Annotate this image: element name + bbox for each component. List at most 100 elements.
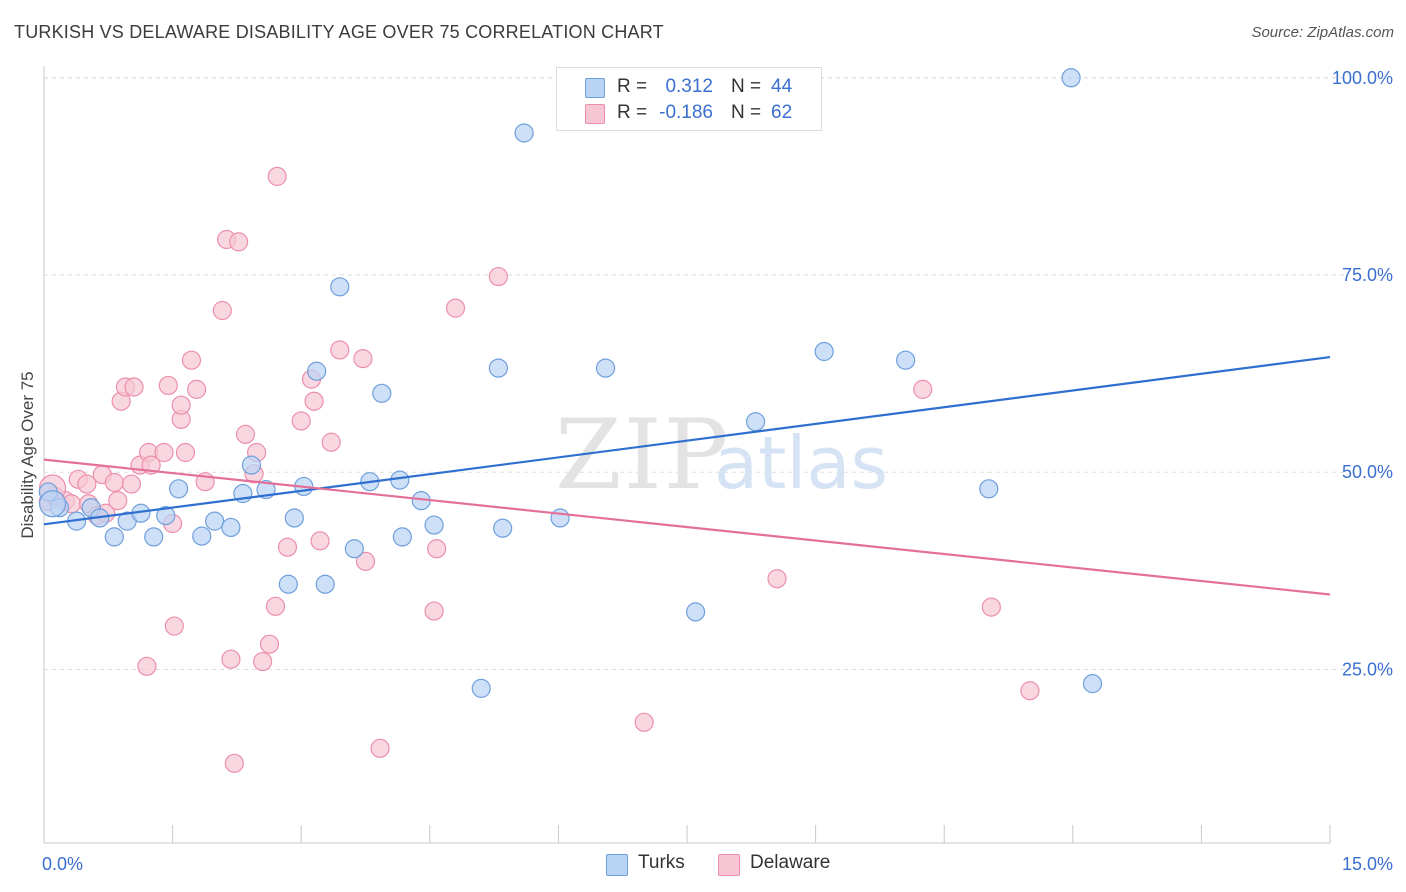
turks-point [424,515,444,535]
axes [43,66,1331,844]
x-tick-label: 0.0% [42,854,83,874]
delaware-point [291,411,311,431]
delaware-point [1020,681,1040,701]
turks-point [814,341,834,362]
turks-point [241,455,262,475]
delaware-points [38,166,1040,773]
delaware-point [187,379,207,399]
turks-point [1061,68,1081,88]
turks-legend-label: Turks [638,852,685,873]
delaware-point [229,232,249,252]
turks-point [307,361,327,381]
turks-point [390,470,410,490]
legend-row-delaware: R = -0.186 N = 62 [557,101,821,127]
delaware-point [175,442,196,463]
delaware-point [124,377,144,397]
delaware-point [353,349,373,369]
delaware-point [154,442,174,463]
turks-point [488,358,508,378]
delaware-point [259,634,280,654]
turks-legend-swatch [606,854,628,876]
delaware-point [321,432,341,452]
n-value: 62 [771,102,793,123]
delaware-point [224,753,244,773]
delaware-point [330,340,350,360]
watermark: ZIP atlas [555,399,888,511]
delaware-point [981,597,1001,617]
delaware-point [445,298,466,318]
delaware-legend-label: Delaware [750,852,831,873]
delaware-point [310,531,330,551]
r-value: 0.312 [665,76,713,97]
turks-point [979,479,999,499]
delaware-point [634,712,654,732]
n-label: N = [731,76,762,97]
turks-point [38,490,67,518]
turks-point [169,479,189,499]
turks-point [330,277,350,297]
turks-point [315,574,335,594]
delaware-point [355,551,376,571]
delaware-point [212,300,232,321]
turks-point [745,412,766,432]
turks-point [493,518,513,538]
turks-point [221,517,241,538]
y-tick-label: 25.0% [1342,659,1393,679]
turks-point [278,574,298,594]
r-value: -0.186 [659,102,713,123]
delaware-point [488,266,508,287]
turks-point [344,539,364,559]
delaware-point [253,651,273,672]
turks-point [550,508,570,528]
delaware-point [77,474,97,494]
delaware-point [158,375,178,396]
delaware-trend-line [43,458,1331,596]
turks-point [514,123,534,143]
delaware-point [121,474,142,494]
delaware-point [108,491,128,511]
turks-point [156,506,176,526]
turks-point [685,602,706,622]
tick-labels: 25.0% 50.0% 75.0% 100.0% 0.0% 15.0% [42,68,1393,874]
delaware-point [913,379,933,399]
delaware-point [265,596,286,616]
turks-point [896,350,916,370]
delaware-point [137,656,157,676]
turks-point [192,526,212,546]
delaware-point [171,395,191,415]
delaware-point [267,166,287,186]
turks-swatch [585,78,605,98]
delaware-point [427,539,447,559]
delaware-point [767,569,787,589]
chart-title: TURKISH VS DELAWARE DISABILITY AGE OVER … [14,22,664,42]
delaware-point [370,738,390,758]
delaware-point [235,424,256,444]
n-label: N = [731,102,762,123]
x-tick-label: 15.0% [1342,854,1393,874]
turks-point [104,527,124,547]
watermark-atlas: atlas [714,421,888,505]
turks-point [595,358,616,378]
turks-point [1082,674,1103,694]
y-axis-label: Disability Age Over 75 [18,371,37,538]
turks-point [284,508,304,528]
turks-point [205,511,225,531]
trend-lines [43,355,1331,596]
delaware-point [104,472,124,493]
y-tick-label: 50.0% [1342,462,1393,482]
correlation-legend: R = 0.312 N = 44 R = -0.186 N = 62 [556,67,822,131]
legend-row-turks: R = 0.312 N = 44 [557,75,821,101]
source-label: Source: ZipAtlas.com [1251,24,1394,41]
n-value: 44 [771,76,793,97]
turks-point [372,383,392,403]
delaware-point [424,601,444,621]
delaware-point [164,616,184,636]
delaware-legend-swatch [718,854,740,876]
turks-point [392,527,412,547]
delaware-point [221,649,241,669]
turks-point [471,678,491,698]
delaware-point [181,350,202,370]
grid-lines [44,77,1348,670]
y-tick-label: 100.0% [1332,68,1393,88]
